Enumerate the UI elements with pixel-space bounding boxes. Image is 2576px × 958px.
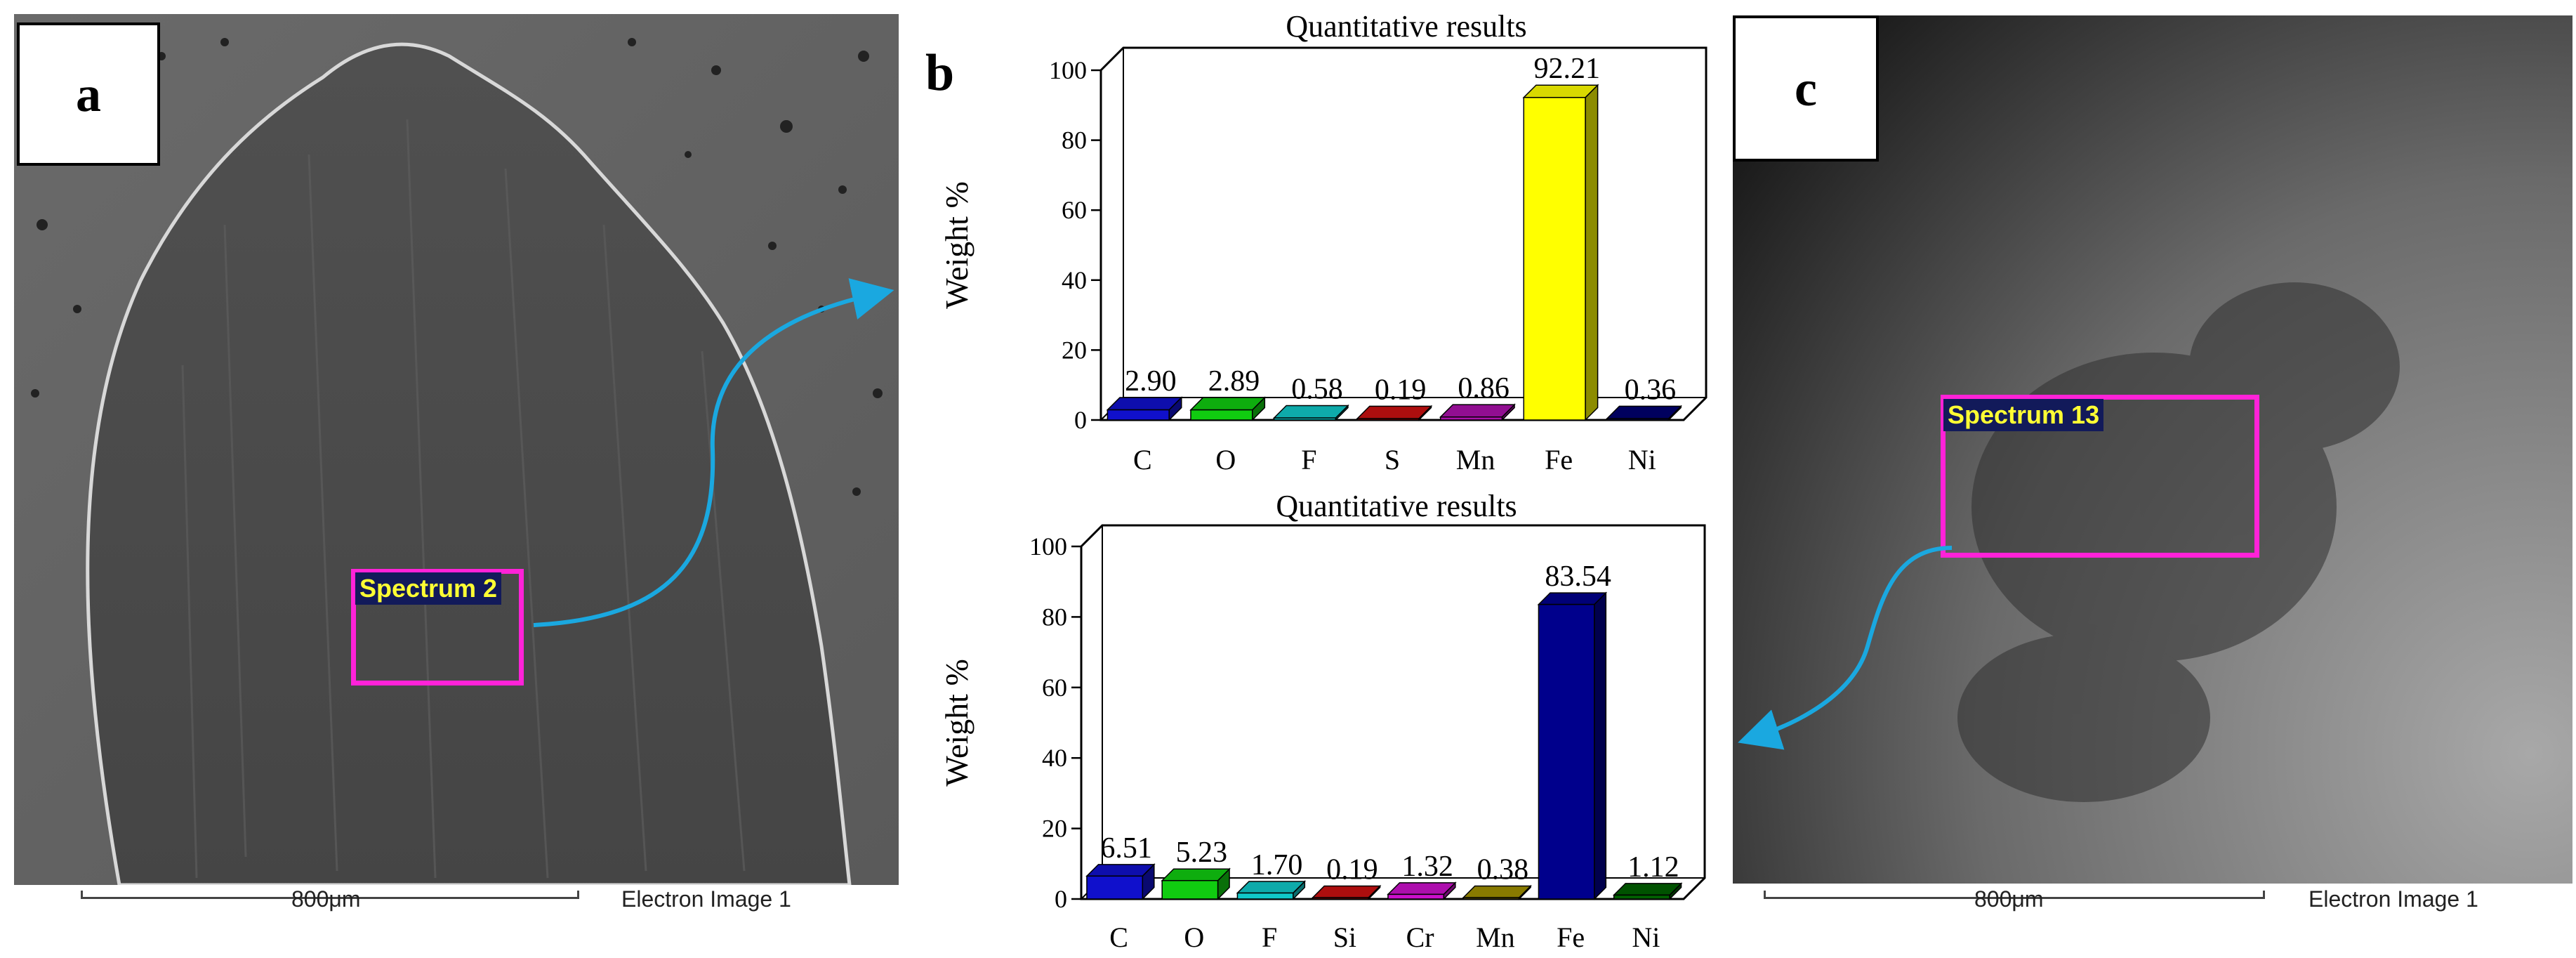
bar-front	[1236, 892, 1294, 900]
bar-front	[1107, 409, 1170, 421]
bar-C	[1106, 396, 1183, 421]
value-label: 0.19	[1326, 854, 1378, 886]
value-label: 5.23	[1176, 836, 1228, 869]
bar-front	[1387, 893, 1445, 900]
bar-O	[1189, 396, 1267, 421]
y-tick-label: 100	[1049, 56, 1087, 84]
x-tick-label: Mn	[1456, 444, 1495, 475]
bar-O	[1161, 867, 1231, 900]
value-label: 2.89	[1208, 365, 1260, 398]
sem-image-c: c Spectrum 13	[1733, 15, 2572, 884]
scalebar-c-line	[1764, 891, 2265, 899]
bar-Ni	[1612, 882, 1683, 900]
value-label: 1.32	[1401, 851, 1453, 883]
x-tick-label: S	[1385, 444, 1400, 475]
y-tick-label: 0	[1074, 406, 1087, 434]
bar-S	[1356, 405, 1433, 421]
bar-Fe	[1522, 84, 1599, 421]
x-tick-label: O	[1184, 921, 1204, 953]
bar-F	[1272, 404, 1349, 421]
y-tick-label: 100	[1029, 532, 1067, 560]
bar-Cr	[1387, 881, 1457, 900]
x-tick-label: F	[1262, 921, 1277, 953]
bar-Ni	[1606, 405, 1683, 421]
panel-b-label: b	[925, 44, 955, 102]
value-label: 0.86	[1458, 372, 1510, 405]
value-label: 0.36	[1625, 374, 1677, 406]
scalebar-a-text: 800μm	[291, 886, 361, 912]
panel-a-label: a	[17, 22, 160, 166]
y-tick-label: 20	[1042, 815, 1067, 843]
value-label: 0.19	[1375, 374, 1427, 406]
sem-texture-a	[14, 14, 899, 885]
chart-title: Quantitative results	[1276, 489, 1517, 523]
value-label: 0.58	[1291, 374, 1343, 406]
spectrum-13-box	[1941, 395, 2259, 558]
chart-top: 0 20 40 60 80 100 Quantitative results Weight %…	[939, 9, 1708, 475]
arrow-a-to-chart	[533, 278, 894, 627]
x-tick-label: O	[1215, 444, 1236, 475]
value-label: 1.12	[1627, 851, 1679, 884]
y-tick-label: 60	[1062, 196, 1087, 224]
bar-F	[1236, 880, 1307, 900]
chart-bottom: 0 20 40 60 80 100 Quantitative results Weight %…	[939, 489, 1706, 953]
bar-front	[1356, 418, 1420, 421]
value-label: 83.54	[1545, 560, 1611, 593]
y-tick-label: 80	[1042, 603, 1067, 631]
y-tick-label: 40	[1042, 744, 1067, 772]
sem-image-a: a Spectrum 2	[14, 14, 899, 885]
value-label: 6.51	[1100, 832, 1152, 865]
y-axis-label: Weight %	[939, 659, 975, 787]
y-tick-label: 0	[1055, 885, 1067, 913]
value-label: 0.38	[1477, 854, 1529, 886]
bar-front	[1613, 894, 1670, 900]
x-tick-label: F	[1301, 444, 1316, 475]
x-tick-label: C	[1109, 921, 1128, 953]
bar-Fe	[1537, 591, 1608, 900]
x-tick-label: Ni	[1632, 921, 1660, 953]
y-axis-label: Weight %	[939, 181, 975, 309]
y-tick-label: 80	[1062, 126, 1087, 155]
value-label: 2.90	[1125, 365, 1177, 398]
bar-front	[1086, 875, 1144, 900]
spectrum-13-tag: Spectrum 13	[1943, 399, 2104, 431]
bar-front	[1462, 897, 1520, 900]
x-tick-label: Fe	[1545, 444, 1573, 475]
value-label: 92.21	[1533, 53, 1600, 85]
bar-front	[1312, 897, 1369, 900]
chart-title: Quantitative results	[1286, 9, 1526, 44]
image-caption-c: Electron Image 1	[2309, 886, 2478, 912]
bar-front	[1439, 416, 1503, 421]
scalebar-c-text: 800μm	[1974, 886, 2044, 912]
bar-front	[1606, 418, 1670, 421]
panel-c-label: c	[1733, 15, 1879, 162]
bar-front	[1273, 417, 1337, 421]
bar-C	[1085, 863, 1156, 900]
image-caption-a: Electron Image 1	[621, 886, 791, 912]
value-label: 1.70	[1251, 849, 1303, 881]
spectrum-2-box	[351, 569, 524, 685]
bar-front	[1190, 409, 1253, 421]
arrow-c-to-chart	[1738, 546, 1953, 750]
bar-Si	[1311, 884, 1382, 900]
x-tick-label: Si	[1333, 921, 1356, 953]
y-tick-label: 60	[1042, 674, 1067, 702]
x-tick-label: Mn	[1476, 921, 1515, 953]
y-tick-label: 40	[1062, 266, 1087, 294]
spectrum-2-tag: Spectrum 2	[355, 572, 502, 605]
bar-front	[1523, 97, 1586, 421]
bar-Mn	[1439, 403, 1516, 421]
x-tick-label: Cr	[1406, 921, 1434, 953]
x-tick-label: C	[1133, 444, 1152, 475]
x-tick-label: Ni	[1628, 444, 1656, 475]
bar-front	[1538, 603, 1595, 900]
bar-front	[1161, 879, 1219, 900]
y-tick-label: 20	[1062, 336, 1087, 364]
scalebar-a-line	[81, 891, 579, 899]
bar-Mn	[1462, 884, 1532, 900]
x-tick-label: Fe	[1557, 921, 1585, 953]
